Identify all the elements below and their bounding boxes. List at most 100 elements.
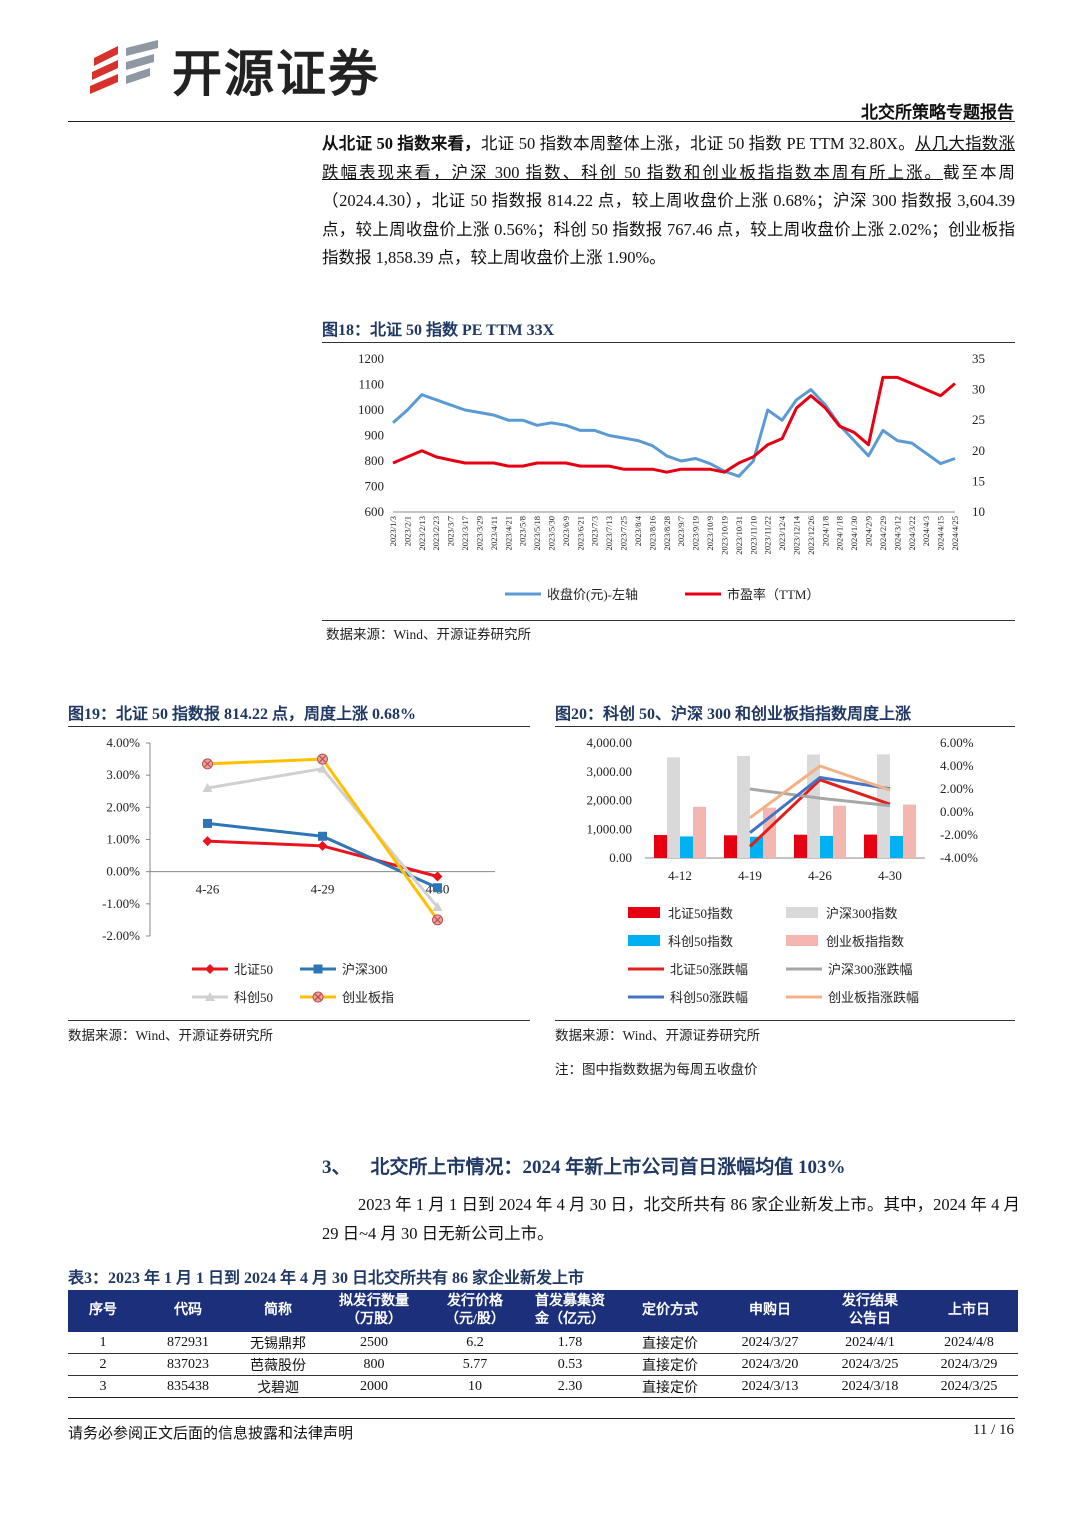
x-tick-label: 2023/9/7 (676, 516, 686, 546)
column-header: 代码 (138, 1290, 238, 1332)
rule (322, 620, 1015, 621)
legend-marker (312, 991, 324, 1003)
table-cell: 837023 (138, 1353, 238, 1376)
x-tick-label: 2023/10/19 (719, 516, 729, 555)
legend-label: 沪深300 (342, 962, 388, 977)
x-tick-label: 4-12 (668, 868, 692, 883)
x-tick-label: 2023/8/16 (647, 516, 657, 550)
legend-marker (205, 992, 215, 1001)
marker (202, 758, 213, 770)
x-tick-label: 2024/4/3 (921, 516, 931, 546)
marker (203, 818, 212, 828)
report-type: 北交所策略专题报告 (861, 103, 1014, 122)
marker (205, 964, 215, 974)
legend-swatch (786, 935, 818, 946)
y-tick-label: 2.00% (106, 799, 140, 814)
column-header: 发行价格 （元/股） (430, 1290, 520, 1332)
x-tick-label: 2023/10/31 (734, 516, 744, 555)
legend-swatch (628, 907, 660, 918)
text-run: 北证 50 指数本周整体上涨，北证 50 指数 PE TTM 32.80X。 (480, 134, 915, 153)
y2-tick-label: 4.00% (940, 758, 974, 773)
table-cell: 直接定价 (620, 1375, 720, 1398)
legend-item: 北证50涨跌幅 (628, 962, 748, 977)
column-header: 申购日 (720, 1290, 820, 1332)
table-cell: 6.2 (430, 1332, 520, 1354)
x-tick-label: 2023/5/30 (547, 516, 557, 550)
bar (667, 757, 680, 858)
marker (317, 763, 328, 773)
legend-item: 收盘价(元)-左轴 (505, 587, 638, 602)
x-tick-label: 2023/5/18 (532, 516, 542, 550)
legend-item: 创业板指涨跌幅 (786, 990, 919, 1005)
legend-label: 北证50 (234, 962, 273, 977)
logo (90, 40, 158, 94)
legend-label: 北证50涨跌幅 (670, 962, 748, 977)
line (392, 375, 956, 474)
x-tick-label: 2024/4/25 (950, 516, 960, 550)
legend-item: 北证50 (192, 962, 273, 977)
marker (433, 883, 442, 893)
legend-label: 创业板指 (342, 990, 394, 1005)
legend-item: 沪深300 (300, 962, 388, 977)
x-tick-label: 2024/2/9 (864, 516, 874, 546)
table-cell: 2 (68, 1353, 138, 1376)
line (749, 776, 891, 834)
legend-item: 沪深300指数 (786, 906, 898, 921)
figure-title: 图19：北证 50 指数报 814.22 点，周度上涨 0.68% (68, 700, 530, 727)
bar (890, 835, 903, 858)
y2-tick-label: 0.00% (940, 804, 974, 819)
table-cell: 2500 (318, 1332, 430, 1354)
x-tick-label: 2023/11/22 (763, 516, 773, 554)
bar (680, 836, 693, 858)
y-tick-label: 1.00% (106, 832, 140, 847)
legend-item: 科创50指数 (628, 934, 733, 949)
x-tick-label: 2023/4/21 (503, 516, 513, 550)
section-title: 北交所上市情况：2024 年新上市公司首日涨幅均值 103% (370, 1157, 846, 1178)
bar (693, 806, 706, 858)
table-cell: 2024/3/20 (720, 1353, 820, 1376)
marker-cross (314, 993, 322, 1001)
column-header: 上市日 (920, 1290, 1018, 1332)
marker (317, 753, 328, 765)
footer-rule (68, 1418, 1015, 1419)
line (749, 764, 891, 820)
x-tick-label: 2023/3/17 (460, 516, 470, 550)
disclaimer: 请务必参阅正文后面的信息披露和法律声明 (68, 1426, 354, 1442)
brand: 开源证券 (172, 45, 380, 103)
x-tick-label: 2024/2/29 (878, 516, 888, 550)
x-tick-label: 2023/10/9 (705, 516, 715, 550)
text-run: 截至本周（2024.4.30），北证 50 指数报 814.22 点，较上周收盘… (322, 162, 1016, 268)
column-header: 定价方式 (620, 1290, 720, 1332)
y-tick-label: 900 (365, 428, 385, 443)
table-title: 表3：2023 年 1 月 1 日到 2024 年 4 月 30 日北交所共有 … (68, 1270, 585, 1287)
y-tick-label: 4,000.00 (587, 735, 633, 750)
rule (68, 1020, 530, 1021)
y-tick-label: 700 (365, 479, 385, 494)
x-tick-label: 2024/4/15 (936, 516, 946, 550)
bar (737, 755, 750, 858)
x-tick-label: 4-19 (738, 868, 762, 883)
table-cell: 835438 (138, 1375, 238, 1398)
text-run: 从北证 50 指数来看， (322, 134, 481, 153)
y-tick-label: -1.00% (102, 896, 140, 911)
marker (205, 992, 215, 1001)
marker-cross (434, 916, 441, 924)
y2-tick-label: 10 (972, 504, 985, 519)
x-tick-label: 2023/3/7 (446, 516, 456, 546)
x-tick-label: 2023/8/4 (633, 515, 643, 546)
y2-tick-label: -2.00% (940, 827, 978, 842)
x-tick-label: 2023/6/21 (575, 516, 585, 550)
x-tick-label: 2024/1/30 (849, 516, 859, 550)
x-tick-label: 2023/12/14 (791, 515, 801, 554)
legend-item: 创业板指指数 (786, 934, 904, 949)
y2-tick-label: 25 (972, 412, 985, 427)
table-cell: 1.78 (520, 1332, 620, 1354)
legend-item: 市盈率（TTM） (685, 587, 819, 602)
x-tick-label: 2023/4/11 (489, 516, 499, 550)
note: 注：图中指数数据为每周五收盘价 (555, 1062, 758, 1077)
table-cell: 直接定价 (620, 1332, 720, 1354)
y-tick-label: 600 (365, 504, 385, 519)
y2-tick-label: 2.00% (940, 781, 974, 796)
x-tick-label: 4-29 (311, 882, 335, 897)
